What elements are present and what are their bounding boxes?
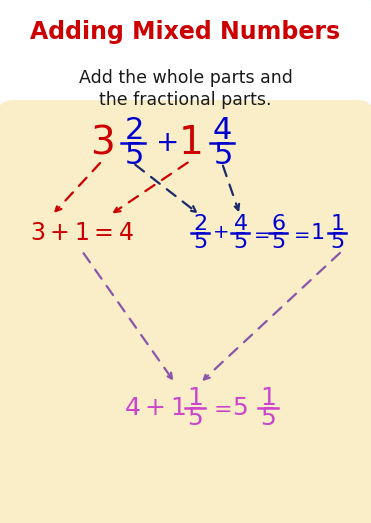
Text: $+$: $+$ <box>212 223 228 243</box>
Text: $1$: $1$ <box>330 214 344 234</box>
Text: $1$: $1$ <box>260 386 276 410</box>
FancyBboxPatch shape <box>0 100 371 523</box>
Text: $4$: $4$ <box>233 214 247 234</box>
Text: $2$: $2$ <box>193 214 207 234</box>
Text: $5$: $5$ <box>330 232 344 252</box>
Text: $+$: $+$ <box>155 129 177 157</box>
Text: $2$: $2$ <box>124 117 142 145</box>
Text: $5$: $5$ <box>213 141 232 169</box>
Text: $5$: $5$ <box>232 396 248 420</box>
Text: $3$: $3$ <box>90 124 114 162</box>
Text: $5$: $5$ <box>187 406 203 430</box>
Text: the fractional parts.: the fractional parts. <box>99 91 272 109</box>
Text: $=$: $=$ <box>250 223 270 243</box>
Text: $4$: $4$ <box>212 117 232 145</box>
Text: $5$: $5$ <box>233 232 247 252</box>
Text: $3+1=4$: $3+1=4$ <box>30 221 134 245</box>
Text: $=$: $=$ <box>290 223 310 243</box>
Text: $1$: $1$ <box>187 386 203 410</box>
Text: Adding Mixed Numbers: Adding Mixed Numbers <box>30 20 341 44</box>
Text: $5$: $5$ <box>124 141 142 169</box>
Text: $5$: $5$ <box>260 406 276 430</box>
Text: $5$: $5$ <box>193 232 207 252</box>
Text: $=$: $=$ <box>209 398 231 418</box>
Text: $1$: $1$ <box>310 223 324 243</box>
Text: $1$: $1$ <box>178 124 201 162</box>
Text: $6$: $6$ <box>270 214 285 234</box>
Text: Add the whole parts and: Add the whole parts and <box>79 69 292 87</box>
Text: $4+1$: $4+1$ <box>124 396 186 420</box>
Text: $5$: $5$ <box>271 232 285 252</box>
